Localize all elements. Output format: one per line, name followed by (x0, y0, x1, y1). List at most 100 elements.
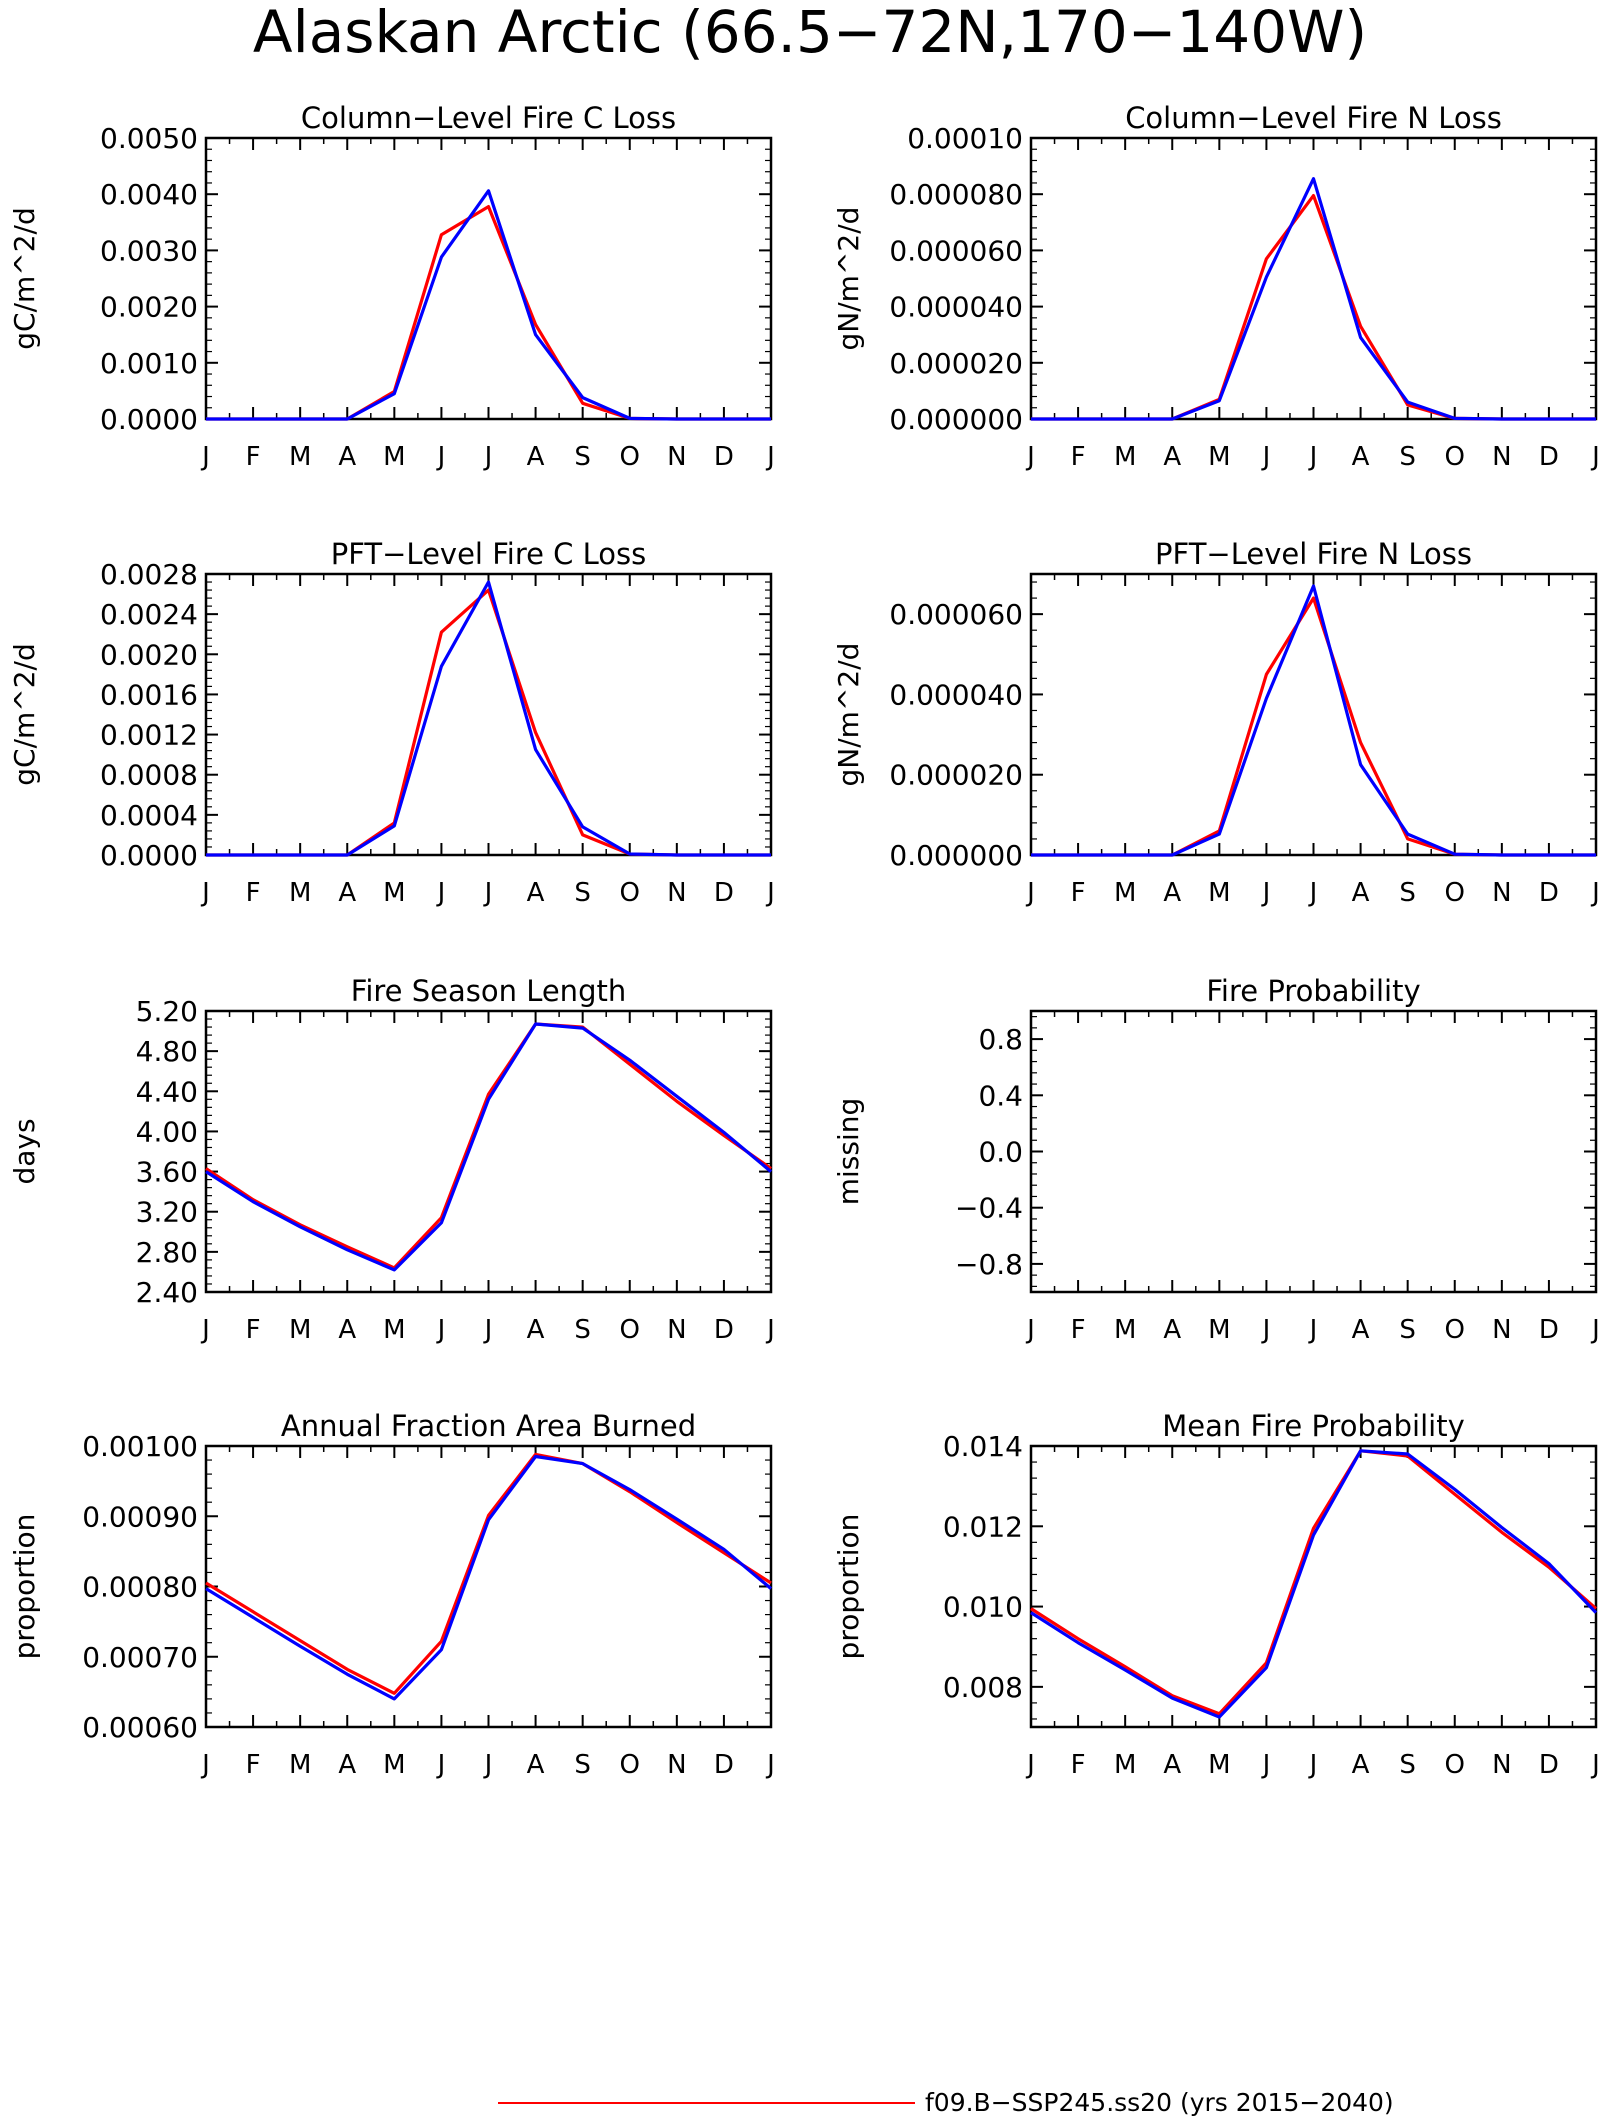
panel-annual-fraction-area-burned: J F M A M J J A S O N D J0.000600.000700.000800.0009… (8, 1409, 775, 1780)
x-tick-label: D (714, 442, 734, 472)
plot-frame (1029, 1009, 1598, 1294)
y-tick-label: 0.0008 (100, 759, 198, 792)
x-tick-label: A (338, 442, 356, 472)
y-tick-label: 2.80 (136, 1236, 198, 1269)
x-tick-label: S (574, 1315, 591, 1345)
y-tick-label: 0.0016 (100, 678, 198, 711)
x-tick-label: J (1261, 1315, 1271, 1345)
plot-frame (204, 572, 773, 857)
series-line-red (206, 205, 771, 421)
x-tick-label: M (289, 1750, 311, 1780)
x-tick-label: J (1261, 1750, 1271, 1780)
x-tick-label: A (338, 1750, 356, 1780)
x-tick-label: S (574, 1750, 591, 1780)
x-tick-label: S (574, 442, 591, 472)
panel-title: PFT−Level Fire N Loss (1155, 537, 1472, 571)
x-tick-label: J (1261, 442, 1271, 472)
y-tick-label: 0.000080 (889, 178, 1023, 211)
x-tick-label: J (1261, 878, 1271, 908)
y-tick-label: 3.20 (136, 1196, 198, 1229)
y-tick-label: 0.010 (943, 1591, 1023, 1624)
series-line-red (1031, 194, 1596, 421)
x-tick-label: F (246, 442, 261, 472)
x-tick-label: J (1590, 1315, 1600, 1345)
x-tick-label: F (246, 1315, 261, 1345)
x-tick-label: D (1539, 1750, 1559, 1780)
x-tick-label: A (527, 442, 545, 472)
y-tick-label: 0.00060 (82, 1711, 198, 1744)
series-line-red (1031, 596, 1596, 857)
panel-fire-season-length: J F M A M J J A S O N D J2.402.803.203.604.004.404.8… (8, 974, 775, 1345)
x-tick-label: M (289, 1315, 311, 1345)
x-tick-label: F (1071, 1750, 1086, 1780)
x-tick-label: A (527, 1315, 545, 1345)
y-axis-label: proportion (832, 1514, 865, 1660)
legend: f09.B−SSP245.ss20 (yrs 2015−2040) (498, 2088, 1394, 2117)
y-tick-label: 0.00090 (82, 1500, 198, 1533)
x-tick-label: J (1025, 442, 1035, 472)
plot-frame (1029, 1444, 1598, 1729)
x-tick-label: A (338, 878, 356, 908)
x-tick-label: M (1114, 1315, 1136, 1345)
x-tick-label: J (1308, 1315, 1318, 1345)
x-tick-label: D (1539, 1315, 1559, 1345)
y-tick-label: 0.008 (943, 1671, 1023, 1704)
x-tick-label: O (1445, 878, 1465, 908)
x-tick-label: O (620, 1750, 640, 1780)
series-line-blue (206, 189, 771, 421)
y-tick-label: 0.014 (943, 1430, 1023, 1463)
y-tick-label: 0.0010 (100, 347, 198, 380)
y-tick-label: 0.000000 (889, 839, 1023, 872)
x-tick-label: O (620, 442, 640, 472)
x-tick-label: J (1590, 442, 1600, 472)
y-tick-label: 0.012 (943, 1510, 1023, 1543)
x-tick-label: J (1308, 878, 1318, 908)
series-line-blue (1031, 584, 1596, 857)
x-tick-label: M (1208, 442, 1230, 472)
x-tick-label: J (200, 1315, 210, 1345)
panel-pft-level-fire-n-loss: J F M A M J J A S O N D J0.0000000.0000200.0000400.0… (832, 537, 1600, 908)
panel-title: Fire Season Length (351, 974, 626, 1008)
plot-frame (204, 1444, 773, 1729)
x-tick-label: S (574, 878, 591, 908)
x-tick-label: D (714, 1315, 734, 1345)
x-tick-label: D (1539, 442, 1559, 472)
y-tick-label: 0.4 (978, 1079, 1023, 1112)
figure-title: Alaskan Arctic (66.5−72N,170−140W) (253, 0, 1367, 66)
y-tick-label: 5.20 (136, 995, 198, 1028)
x-tick-label: A (527, 1750, 545, 1780)
y-tick-label: 0.0012 (100, 719, 198, 752)
series-line-blue (1030, 1449, 1598, 1719)
y-tick-label: 0.000040 (889, 291, 1023, 324)
x-tick-label: O (1445, 1315, 1465, 1345)
x-tick-label: J (483, 1750, 493, 1780)
x-tick-label: J (765, 1750, 775, 1780)
x-tick-label: J (1590, 1750, 1600, 1780)
plot-frame (204, 1009, 773, 1294)
panel-pft-level-fire-c-loss: J F M A M J J A S O N D J0.00000.00040.00080.00120.0… (8, 537, 775, 908)
y-tick-label: 0.0000 (100, 839, 198, 872)
x-tick-label: J (200, 442, 210, 472)
x-tick-label: A (527, 878, 545, 908)
series-line-red (205, 1452, 772, 1695)
x-tick-label: A (1163, 1315, 1181, 1345)
y-tick-label: 0.00100 (82, 1430, 198, 1463)
x-tick-label: J (436, 1750, 446, 1780)
x-tick-label: J (1590, 878, 1600, 908)
series-line-red (206, 588, 771, 857)
y-tick-label: 0.00080 (82, 1571, 198, 1604)
x-tick-label: J (1308, 442, 1318, 472)
x-tick-label: O (620, 1315, 640, 1345)
y-axis-label: proportion (8, 1514, 41, 1660)
x-tick-label: N (667, 1750, 686, 1780)
x-tick-label: J (436, 1315, 446, 1345)
x-tick-label: J (1025, 878, 1035, 908)
x-tick-label: O (1445, 442, 1465, 472)
y-tick-label: 4.00 (136, 1115, 198, 1148)
x-tick-label: S (1399, 442, 1416, 472)
x-tick-label: S (1399, 1750, 1416, 1780)
x-tick-label: O (620, 878, 640, 908)
